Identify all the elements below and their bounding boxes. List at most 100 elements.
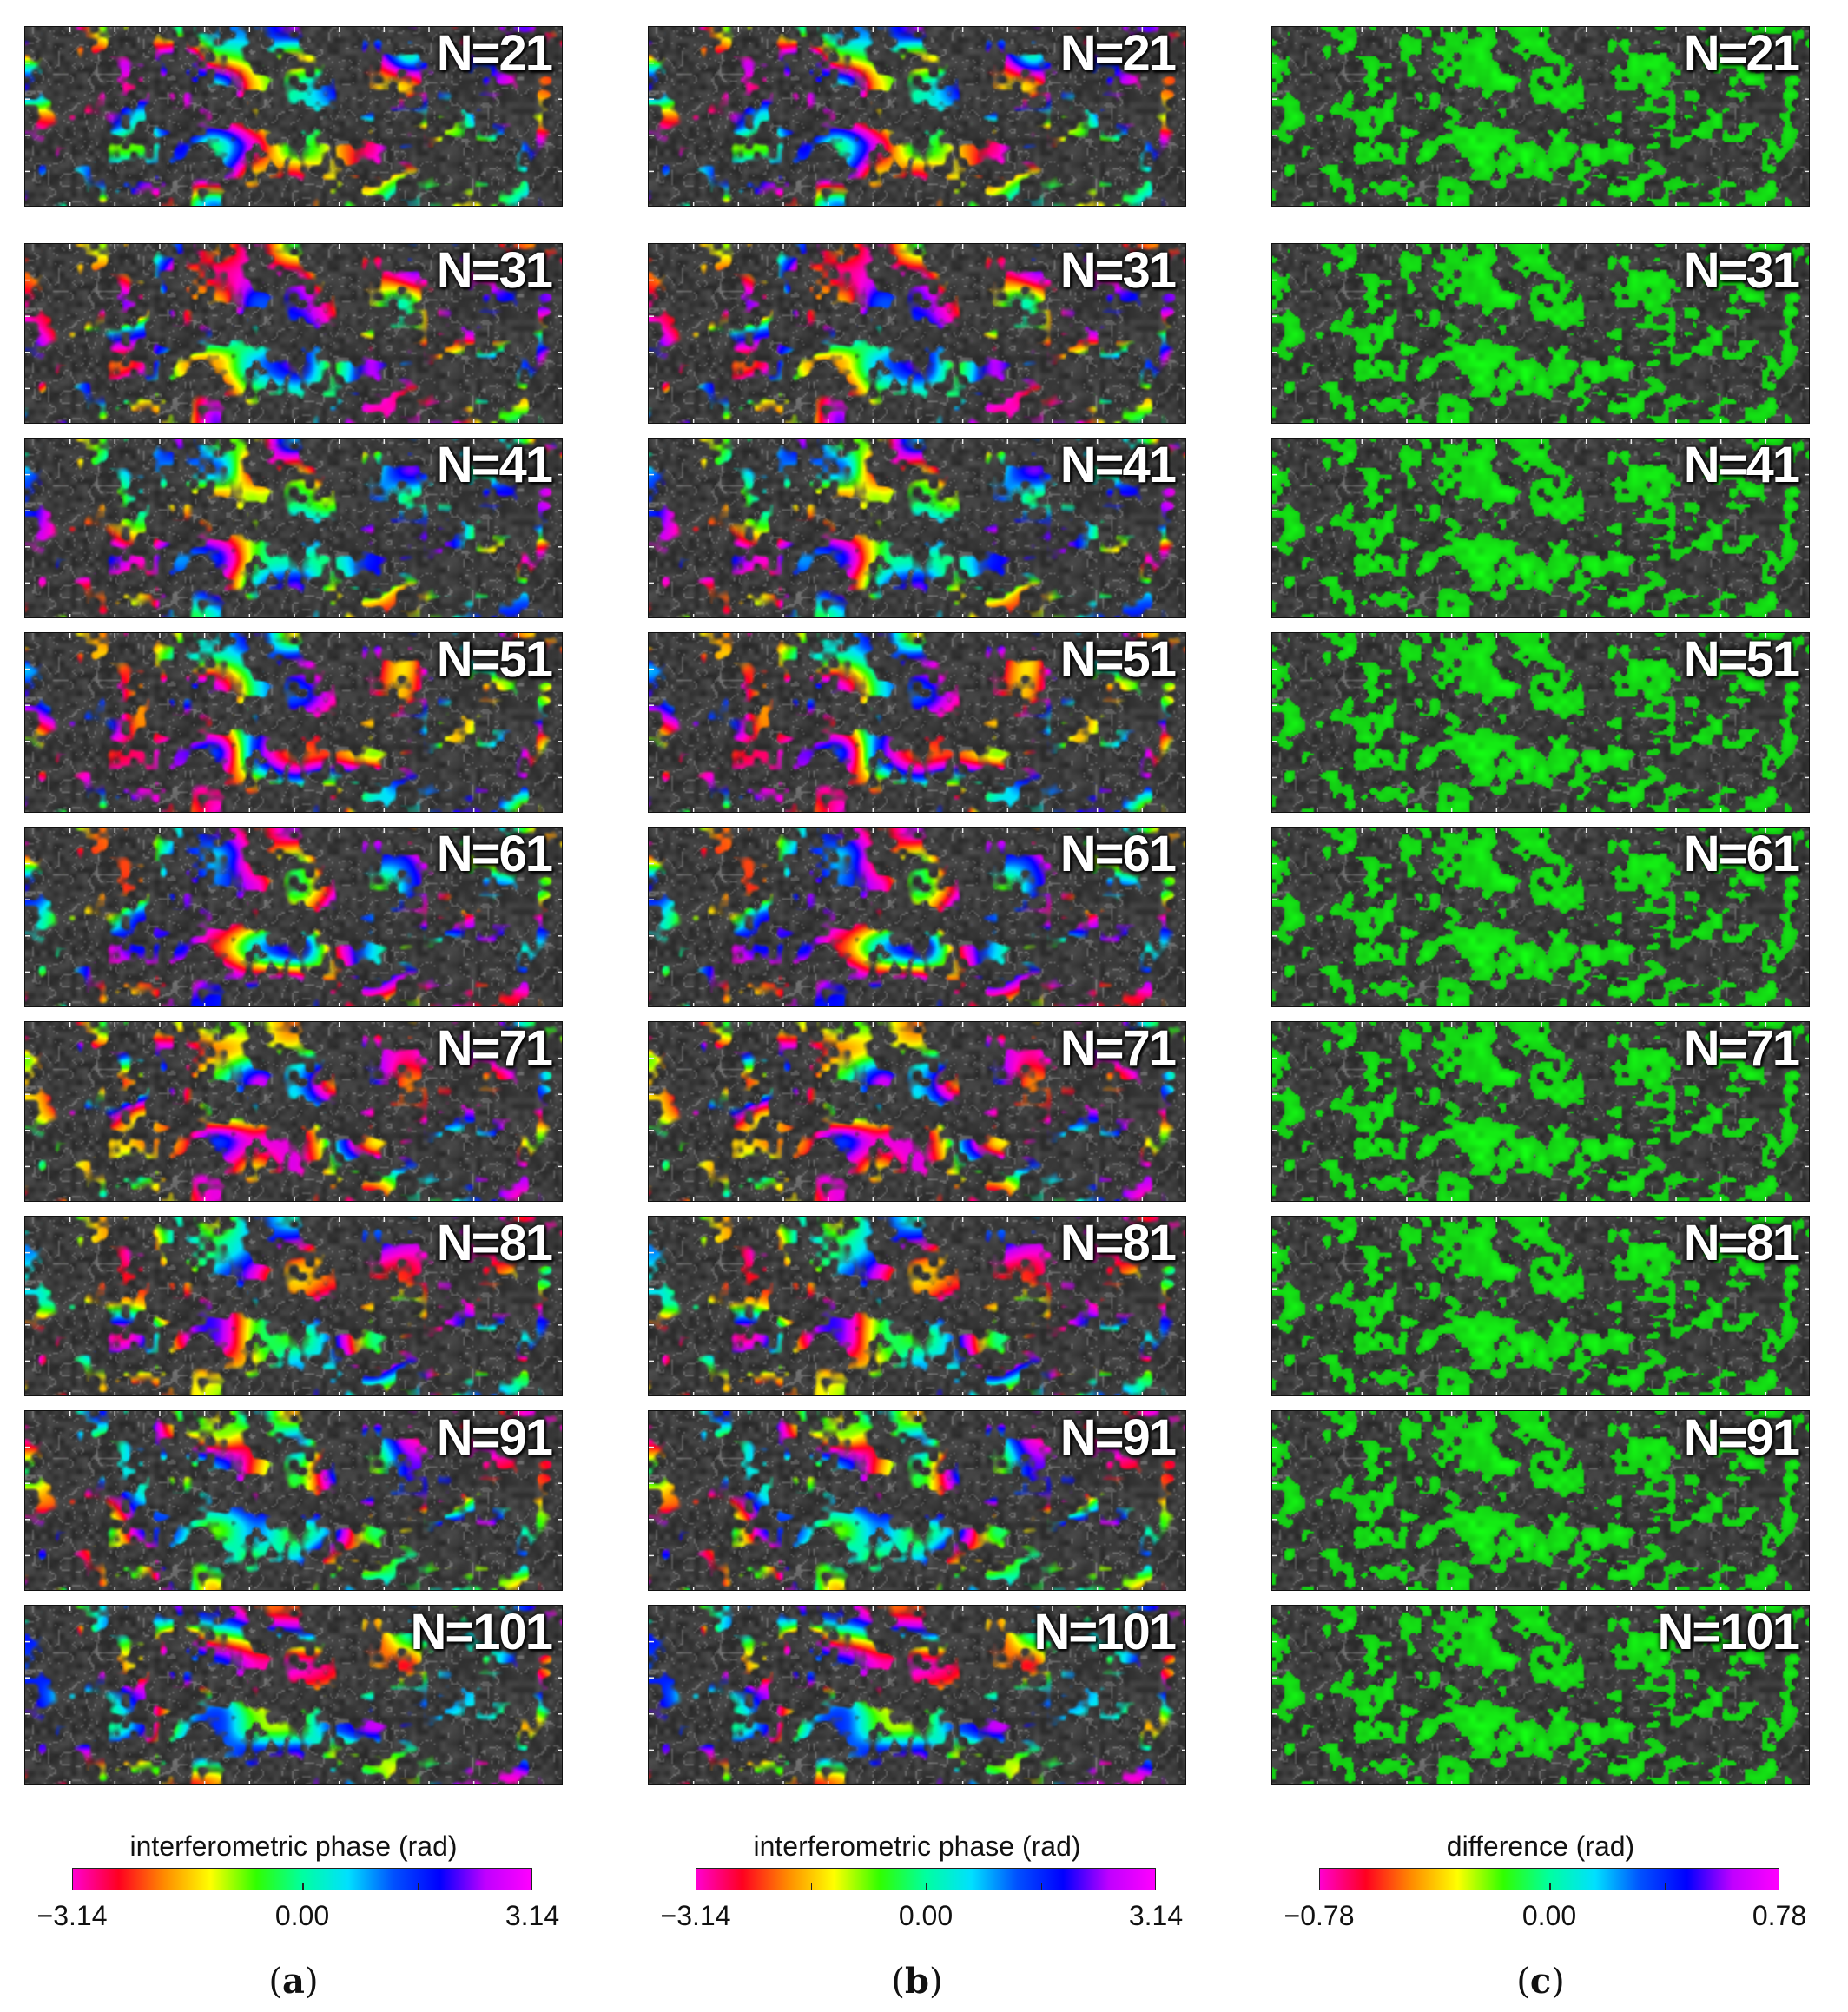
colorbar-title: interferometric phase (rad) — [753, 1831, 1081, 1862]
panel-c-row-3: N=41 — [1271, 438, 1810, 618]
panel-b-row-1: N=21 — [648, 26, 1186, 207]
colorbar-mid-label: 0.00 — [1521, 1900, 1577, 1931]
panel-image — [1272, 1022, 1809, 1201]
colorbar-tick — [187, 1883, 188, 1890]
panel-image — [1272, 828, 1809, 1006]
subfigure-letter: a — [282, 1961, 305, 2002]
panel-a-row-3: N=41 — [24, 438, 563, 618]
panel-image — [25, 439, 562, 617]
colorbar-tick — [926, 1883, 927, 1890]
panel-image — [649, 1217, 1185, 1395]
panel-image — [25, 633, 562, 812]
panel-n-label: N=31 — [1683, 243, 1800, 299]
panel-a-row-1: N=21 — [24, 26, 563, 207]
panel-c-row-1: N=21 — [1271, 26, 1810, 207]
panel-image — [1272, 633, 1809, 812]
panel-n-label: N=91 — [1059, 1410, 1177, 1466]
panel-n-label: N=101 — [410, 1605, 553, 1660]
panel-n-label: N=71 — [1683, 1021, 1800, 1077]
panel-c-row-7: N=81 — [1271, 1216, 1810, 1396]
panel-b-row-2: N=31 — [648, 243, 1186, 424]
panel-a-row-8: N=91 — [24, 1410, 563, 1591]
panel-n-label: N=51 — [1683, 632, 1800, 688]
colorbar-min-label: −3.14 — [660, 1900, 731, 1931]
panel-b-row-6: N=71 — [648, 1021, 1186, 1202]
panel-n-label: N=61 — [1683, 827, 1800, 882]
panel-b-row-8: N=91 — [648, 1410, 1186, 1591]
panel-n-label: N=21 — [1059, 26, 1177, 82]
panel-image — [25, 1022, 562, 1201]
panel-image — [649, 244, 1185, 423]
panel-n-label: N=101 — [1657, 1605, 1800, 1660]
panel-image — [649, 828, 1185, 1006]
panel-b-row-4: N=51 — [648, 632, 1186, 813]
panel-image — [25, 828, 562, 1006]
panel-c-row-8: N=91 — [1271, 1410, 1810, 1591]
panel-n-label: N=21 — [436, 26, 553, 82]
panel-a-row-5: N=61 — [24, 827, 563, 1007]
panel-a-row-4: N=51 — [24, 632, 563, 813]
panel-a-row-9: N=101 — [24, 1605, 563, 1785]
panel-image — [25, 1606, 562, 1784]
panel-b-row-9: N=101 — [648, 1605, 1186, 1785]
panel-image — [649, 1411, 1185, 1590]
colorbar-min-label: −3.14 — [36, 1900, 108, 1931]
panel-n-label: N=61 — [436, 827, 553, 882]
panel-n-label: N=41 — [436, 438, 553, 493]
panel-image — [649, 1606, 1185, 1784]
column-a: N=21 N=31 N=41 N=51 N=61 N=71 N=81 N=91 N=101 int… — [24, 0, 563, 2012]
panel-image — [25, 1411, 562, 1590]
panel-image — [649, 439, 1185, 617]
colorbar-mid-label: 0.00 — [274, 1900, 330, 1931]
panel-n-label: N=91 — [436, 1410, 553, 1466]
panel-n-label: N=81 — [1683, 1216, 1800, 1271]
colorbar-b: interferometric phase (rad) −3.14 0.00 3.14 — [648, 1822, 1186, 1996]
panel-image — [1272, 244, 1809, 423]
panel-c-row-6: N=71 — [1271, 1021, 1810, 1202]
panel-a-row-2: N=31 — [24, 243, 563, 424]
panel-image — [25, 1217, 562, 1395]
colorbar-tick — [417, 1883, 419, 1890]
panel-a-row-6: N=71 — [24, 1021, 563, 1202]
panel-n-label: N=91 — [1683, 1410, 1800, 1466]
panel-n-label: N=101 — [1033, 1605, 1177, 1660]
panel-image — [25, 27, 562, 206]
panel-a-row-7: N=81 — [24, 1216, 563, 1396]
panel-image — [25, 244, 562, 423]
panel-image — [1272, 27, 1809, 206]
colorbar-tick — [1664, 1883, 1666, 1890]
colorbar-max-label: 0.78 — [1752, 1900, 1807, 1931]
panel-image — [1272, 439, 1809, 617]
subfigure-label-c: (c) — [1516, 1961, 1565, 2002]
column-b: N=21 N=31 N=41 N=51 N=61 N=71 N=81 N=91 N=101 int… — [648, 0, 1186, 2012]
subfigure-label-b: (b) — [891, 1961, 943, 2002]
column-c: N=21 N=31 N=41 N=51 N=61 N=71 N=81 N=91 N=101 dif… — [1271, 0, 1810, 2012]
panel-b-row-3: N=41 — [648, 438, 1186, 618]
panel-c-row-5: N=61 — [1271, 827, 1810, 1007]
subfigure-letter: c — [1529, 1961, 1552, 2002]
panel-b-row-7: N=81 — [648, 1216, 1186, 1396]
colorbar-a: interferometric phase (rad) −3.14 0.00 3.14 — [24, 1822, 563, 1996]
panel-image — [1272, 1217, 1809, 1395]
panel-b-row-5: N=61 — [648, 827, 1186, 1007]
panel-n-label: N=61 — [1059, 827, 1177, 882]
panel-n-label: N=41 — [1683, 438, 1800, 493]
panel-n-label: N=51 — [1059, 632, 1177, 688]
panel-c-row-9: N=101 — [1271, 1605, 1810, 1785]
panel-n-label: N=71 — [1059, 1021, 1177, 1077]
colorbar-tick — [1040, 1883, 1042, 1890]
panel-c-row-4: N=51 — [1271, 632, 1810, 813]
panel-c-row-2: N=31 — [1271, 243, 1810, 424]
panel-image — [649, 633, 1185, 812]
panel-image — [649, 27, 1185, 206]
colorbar-mid-label: 0.00 — [898, 1900, 954, 1931]
panel-image — [1272, 1606, 1809, 1784]
colorbar-tick — [810, 1883, 812, 1890]
panel-n-label: N=81 — [436, 1216, 553, 1271]
panel-image — [649, 1022, 1185, 1201]
panel-n-label: N=21 — [1683, 26, 1800, 82]
panel-n-label: N=31 — [1059, 243, 1177, 299]
colorbar-title: difference (rad) — [1446, 1831, 1635, 1862]
subfigure-letter: b — [905, 1961, 929, 2002]
panel-n-label: N=81 — [1059, 1216, 1177, 1271]
